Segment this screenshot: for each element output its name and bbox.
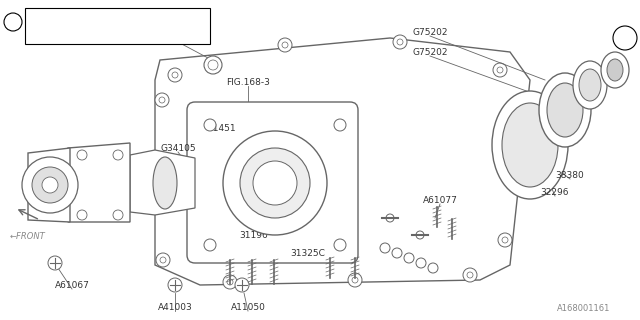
Polygon shape <box>155 38 530 285</box>
Circle shape <box>334 239 346 251</box>
Circle shape <box>113 210 123 220</box>
Text: 31325C: 31325C <box>291 249 325 258</box>
Circle shape <box>204 239 216 251</box>
Circle shape <box>223 131 327 235</box>
Circle shape <box>278 38 292 52</box>
Text: A11050: A11050 <box>230 302 266 311</box>
Ellipse shape <box>607 59 623 81</box>
Bar <box>25 8 210 44</box>
Circle shape <box>4 13 22 31</box>
Circle shape <box>397 39 403 45</box>
Circle shape <box>613 26 637 50</box>
Text: 31451: 31451 <box>208 124 236 132</box>
Text: C: C <box>98 12 104 21</box>
Text: 1: 1 <box>622 33 628 43</box>
Circle shape <box>505 152 511 158</box>
Circle shape <box>42 177 58 193</box>
Circle shape <box>168 68 182 82</box>
Circle shape <box>48 256 62 270</box>
Circle shape <box>235 278 249 292</box>
Circle shape <box>159 97 165 103</box>
Circle shape <box>223 275 237 289</box>
Text: A168001161: A168001161 <box>557 304 610 313</box>
Text: G75202: G75202 <box>412 28 448 36</box>
Circle shape <box>282 42 288 48</box>
Circle shape <box>463 268 477 282</box>
Text: C’05MY0504-: C’05MY0504- <box>74 30 129 39</box>
Text: 32296: 32296 <box>541 188 569 196</box>
Text: G93102: G93102 <box>35 12 67 21</box>
Text: >: > <box>164 30 172 39</box>
Circle shape <box>416 258 426 268</box>
Circle shape <box>155 172 161 178</box>
Ellipse shape <box>492 91 568 199</box>
Circle shape <box>416 231 424 239</box>
Circle shape <box>428 263 438 273</box>
Text: ←FRONT: ←FRONT <box>10 232 46 241</box>
Circle shape <box>155 93 169 107</box>
Circle shape <box>172 72 178 78</box>
Text: G93107: G93107 <box>35 30 67 39</box>
Circle shape <box>334 119 346 131</box>
Circle shape <box>348 273 362 287</box>
Circle shape <box>113 150 123 160</box>
Circle shape <box>204 119 216 131</box>
Text: A61077: A61077 <box>422 196 458 204</box>
Circle shape <box>493 63 507 77</box>
Text: 31339: 31339 <box>164 34 193 43</box>
Circle shape <box>501 148 515 162</box>
Circle shape <box>77 210 87 220</box>
Text: A61067: A61067 <box>54 281 90 290</box>
Circle shape <box>208 60 218 70</box>
Ellipse shape <box>539 73 591 147</box>
Circle shape <box>502 237 508 243</box>
Circle shape <box>498 233 512 247</box>
Circle shape <box>204 56 222 74</box>
Circle shape <box>227 279 233 285</box>
Circle shape <box>497 67 503 73</box>
Circle shape <box>240 148 310 218</box>
Circle shape <box>380 243 390 253</box>
Text: A41003: A41003 <box>157 302 193 311</box>
Ellipse shape <box>502 103 558 187</box>
FancyBboxPatch shape <box>187 102 358 263</box>
Text: -’05MY0504>: -’05MY0504> <box>140 12 196 21</box>
Circle shape <box>168 278 182 292</box>
Polygon shape <box>130 150 195 215</box>
Circle shape <box>160 257 166 263</box>
Circle shape <box>467 272 473 278</box>
Circle shape <box>392 248 402 258</box>
Circle shape <box>404 253 414 263</box>
Ellipse shape <box>547 83 583 137</box>
Text: G75202: G75202 <box>412 47 448 57</box>
Text: FIG.168-3: FIG.168-3 <box>226 77 270 86</box>
Circle shape <box>151 168 165 182</box>
Ellipse shape <box>573 61 607 109</box>
Circle shape <box>77 150 87 160</box>
Circle shape <box>156 253 170 267</box>
Ellipse shape <box>601 52 629 88</box>
Text: G34105: G34105 <box>160 143 196 153</box>
Text: 1: 1 <box>10 18 16 27</box>
Circle shape <box>386 214 394 222</box>
Text: 38380: 38380 <box>556 171 584 180</box>
Circle shape <box>253 161 297 205</box>
Polygon shape <box>28 148 70 222</box>
Circle shape <box>22 157 78 213</box>
Polygon shape <box>68 143 130 222</box>
Text: 31196: 31196 <box>239 230 268 239</box>
Circle shape <box>393 35 407 49</box>
Ellipse shape <box>153 157 177 209</box>
Circle shape <box>352 277 358 283</box>
Ellipse shape <box>579 69 601 101</box>
Circle shape <box>32 167 68 203</box>
